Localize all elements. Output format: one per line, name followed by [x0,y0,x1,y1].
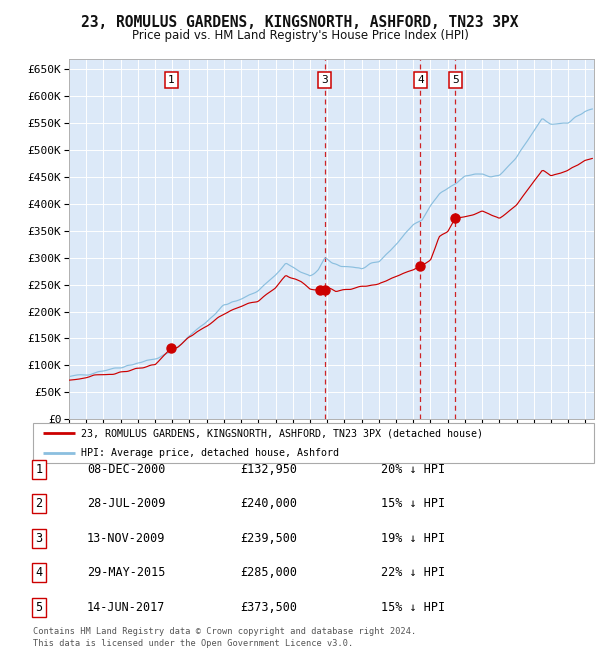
Text: 20% ↓ HPI: 20% ↓ HPI [381,463,445,476]
Text: 22% ↓ HPI: 22% ↓ HPI [381,566,445,579]
Text: Contains HM Land Registry data © Crown copyright and database right 2024.: Contains HM Land Registry data © Crown c… [33,627,416,636]
Text: Price paid vs. HM Land Registry's House Price Index (HPI): Price paid vs. HM Land Registry's House … [131,29,469,42]
Text: 23, ROMULUS GARDENS, KINGSNORTH, ASHFORD, TN23 3PX (detached house): 23, ROMULUS GARDENS, KINGSNORTH, ASHFORD… [80,428,482,438]
Text: 1: 1 [35,463,43,476]
Text: £240,000: £240,000 [240,497,297,510]
Text: 4: 4 [417,75,424,85]
FancyBboxPatch shape [33,423,594,463]
Text: 23, ROMULUS GARDENS, KINGSNORTH, ASHFORD, TN23 3PX: 23, ROMULUS GARDENS, KINGSNORTH, ASHFORD… [81,15,519,30]
Text: 13-NOV-2009: 13-NOV-2009 [87,532,166,545]
Text: 29-MAY-2015: 29-MAY-2015 [87,566,166,579]
Text: 5: 5 [35,601,43,614]
Text: £239,500: £239,500 [240,532,297,545]
Text: 19% ↓ HPI: 19% ↓ HPI [381,532,445,545]
Text: 5: 5 [452,75,459,85]
Text: £132,950: £132,950 [240,463,297,476]
Text: 4: 4 [35,566,43,579]
Text: 3: 3 [35,532,43,545]
Text: £373,500: £373,500 [240,601,297,614]
Text: 15% ↓ HPI: 15% ↓ HPI [381,497,445,510]
Text: 08-DEC-2000: 08-DEC-2000 [87,463,166,476]
Text: 3: 3 [322,75,328,85]
Text: 14-JUN-2017: 14-JUN-2017 [87,601,166,614]
Text: 1: 1 [167,75,175,85]
Text: 15% ↓ HPI: 15% ↓ HPI [381,601,445,614]
Text: HPI: Average price, detached house, Ashford: HPI: Average price, detached house, Ashf… [80,448,338,458]
Text: £285,000: £285,000 [240,566,297,579]
Text: 28-JUL-2009: 28-JUL-2009 [87,497,166,510]
Text: 2: 2 [35,497,43,510]
Text: This data is licensed under the Open Government Licence v3.0.: This data is licensed under the Open Gov… [33,639,353,648]
